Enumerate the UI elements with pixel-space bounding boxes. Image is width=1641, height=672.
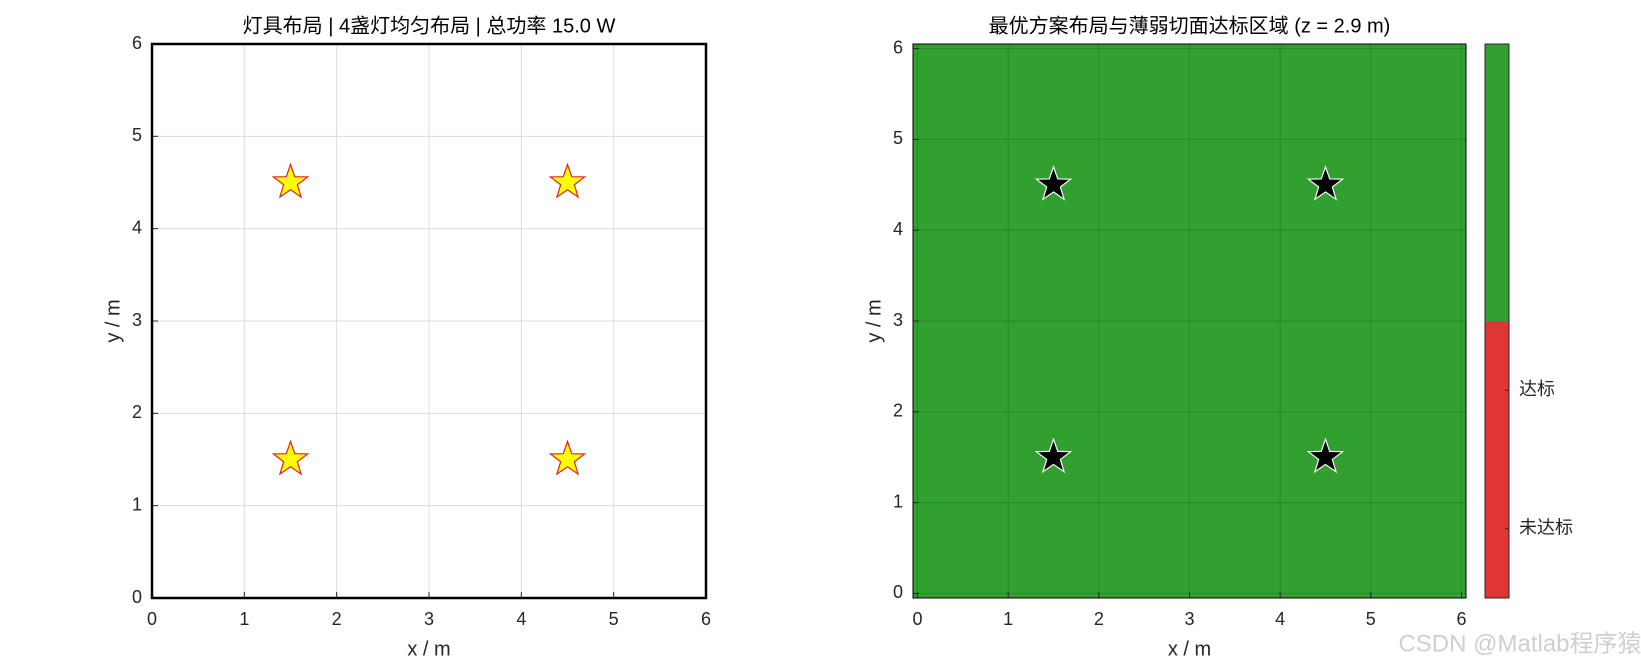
y-tick-label: 6 [132, 33, 142, 53]
y-tick-label: 4 [132, 217, 142, 237]
axes-box [912, 43, 1467, 599]
y-tick-label: 2 [132, 402, 142, 422]
chart-title: 最优方案布局与薄弱切面达标区域 (z = 2.9 m) [989, 14, 1391, 37]
lamp-marker [271, 439, 310, 476]
lamp-marker [548, 439, 587, 476]
y-tick-label: 1 [893, 491, 903, 511]
x-tick-label: 3 [424, 609, 434, 629]
lamp-marker [1306, 437, 1345, 474]
y-tick-label: 1 [132, 494, 142, 514]
plot-area [913, 44, 1466, 598]
x-axis-label: x / m [1168, 638, 1211, 660]
chart-title: 灯具布局 | 4盏灯均匀布局 | 总功率 15.0 W [243, 14, 616, 37]
x-tick-label: 3 [1184, 609, 1194, 629]
x-axis-label: x / m [407, 638, 450, 660]
x-tick-label: 2 [1094, 609, 1104, 629]
y-tick-label: 5 [893, 128, 903, 148]
lamp-marker [1034, 437, 1073, 474]
x-tick-label: 4 [516, 609, 526, 629]
watermark: CSDN @Matlab程序猿 [1398, 630, 1641, 657]
axes-box [150, 42, 708, 600]
lamp-marker [548, 162, 587, 199]
colorbar-box [1484, 43, 1510, 599]
y-tick-label: 2 [893, 401, 903, 421]
x-tick-label: 5 [1366, 609, 1376, 629]
lamp-marker [1034, 164, 1073, 201]
y-tick-label: 3 [132, 310, 142, 330]
colorbar-segment [1485, 321, 1509, 598]
y-tick-label: 5 [132, 125, 142, 145]
y-tick-label: 0 [132, 587, 142, 607]
y-axis-label: y / m [102, 299, 124, 342]
y-tick-label: 6 [893, 37, 903, 57]
x-tick-label: 6 [701, 609, 711, 629]
y-axis-label: y / m [863, 299, 885, 342]
y-tick-label: 3 [893, 310, 903, 330]
x-tick-label: 5 [609, 609, 619, 629]
colorbar-segment [1485, 44, 1509, 321]
y-tick-label: 0 [893, 582, 903, 602]
x-tick-label: 1 [1003, 609, 1013, 629]
x-tick-label: 4 [1275, 609, 1285, 629]
x-tick-label: 6 [1456, 609, 1466, 629]
x-tick-label: 0 [913, 609, 923, 629]
lamp-marker [271, 162, 310, 199]
y-tick-label: 4 [893, 219, 903, 239]
colorbar-label: 未达标 [1519, 518, 1573, 538]
colorbar-label: 达标 [1519, 379, 1555, 399]
x-tick-label: 0 [147, 609, 157, 629]
x-tick-label: 2 [332, 609, 342, 629]
x-tick-label: 1 [239, 609, 249, 629]
lamp-marker [1306, 164, 1345, 201]
